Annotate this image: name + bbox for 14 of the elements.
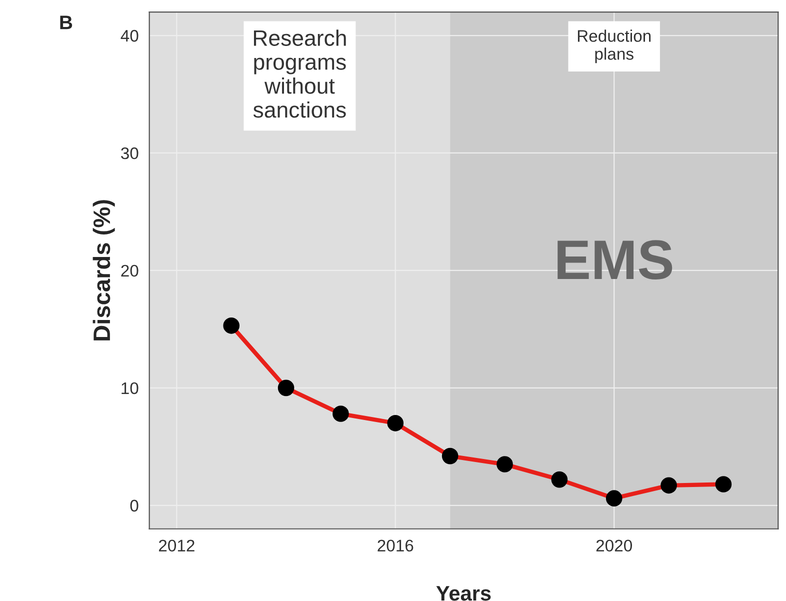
annotation: EMS (558, 240, 672, 280)
x-tick-label: 2012 (158, 540, 194, 552)
y-tick-label: 20 (121, 264, 138, 277)
y-tick-label: 0 (130, 500, 138, 512)
y-tick-label: 10 (122, 382, 138, 394)
text: B (60, 16, 72, 30)
y-tick-label: 40 (120, 30, 138, 42)
band-label: Research programs without sanctions (253, 30, 346, 118)
x-axis-title: Years (436, 586, 491, 601)
band-label: Reduction plans (578, 30, 651, 64)
y-tick-label: 30 (121, 147, 138, 160)
y-axis-title: Discards (%) (92, 200, 115, 340)
x-tick-label: 2020 (596, 540, 632, 552)
x-tick-label: 2016 (378, 540, 414, 552)
